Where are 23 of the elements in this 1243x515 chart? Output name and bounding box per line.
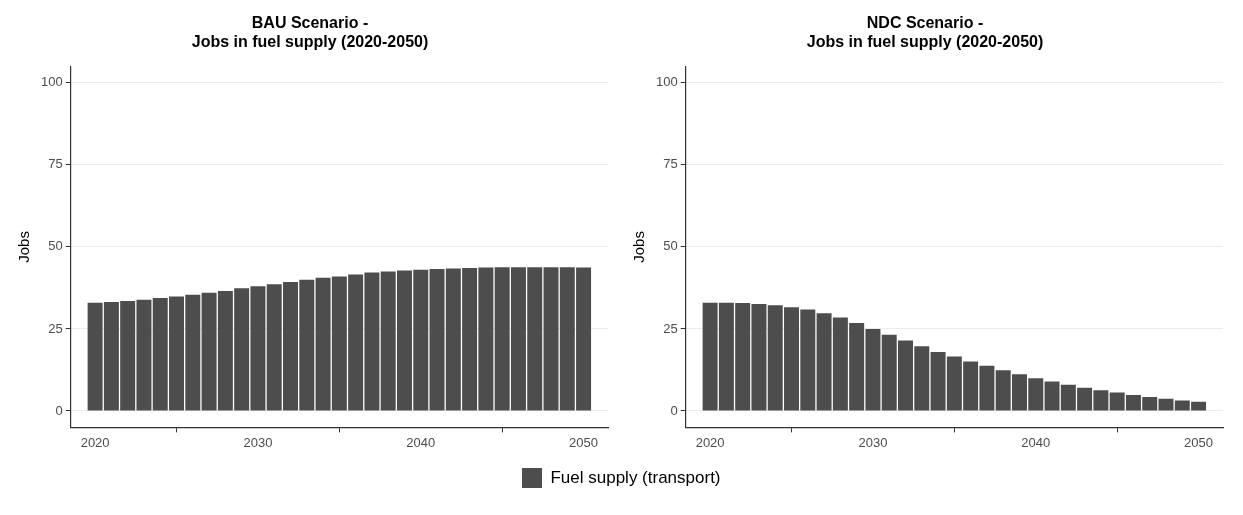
chart-title: NDC Scenario - Jobs in fuel supply (2020-2050) [806, 14, 1044, 51]
x-tick-label: 2050 [1184, 434, 1214, 450]
y-tick-label: 0 [55, 402, 63, 418]
y-tick-label: 25 [48, 320, 63, 336]
chart-title: BAU Scenario - Jobs in fuel supply (2020-2050) [191, 14, 429, 51]
x-tick-label: 2030 [243, 434, 273, 450]
x-tick-label: 2020 [695, 434, 725, 450]
y-tick-label: 75 [663, 156, 678, 172]
x-tick-label: 2040 [406, 434, 436, 450]
y-tick-label: 50 [663, 238, 678, 254]
x-tick-label: 2030 [858, 434, 888, 450]
y-tick-label: 75 [48, 156, 63, 172]
y-axis-title: Jobs [630, 231, 648, 263]
y-tick-label: 0 [670, 402, 678, 418]
y-axis-title: Jobs [15, 231, 33, 263]
y-tick-label: 100 [40, 74, 63, 90]
y-tick-label: 50 [48, 238, 63, 254]
legend-label: Fuel supply (transport) [550, 468, 721, 488]
x-tick-label: 2040 [1021, 434, 1051, 450]
x-tick-label: 2050 [569, 434, 599, 450]
x-tick-label: 2020 [80, 434, 110, 450]
y-tick-label: 25 [663, 320, 678, 336]
y-tick-label: 100 [655, 74, 678, 90]
